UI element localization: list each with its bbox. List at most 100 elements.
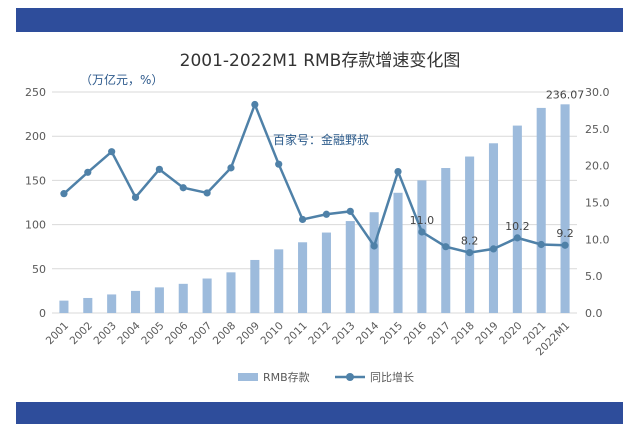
x-tick-label: 2013 <box>330 320 357 347</box>
line-point <box>561 241 569 249</box>
bar <box>441 168 451 313</box>
bar <box>298 242 308 313</box>
y-left-tick-label: 50 <box>32 263 46 276</box>
y-right-tick-label: 30.0 <box>585 86 610 99</box>
line-point <box>131 193 140 201</box>
x-tick-label: 2006 <box>163 320 191 348</box>
line-path <box>63 101 566 254</box>
watermark: 百家号：金融野叔 <box>273 132 369 147</box>
bar <box>465 156 475 313</box>
x-tick-label: 2007 <box>187 320 214 347</box>
y-right-tick-label: 15.0 <box>585 197 610 210</box>
line-point <box>489 245 498 253</box>
bar-data-label: 236.07 <box>546 88 585 101</box>
x-axis: 2001200220032004200520062007200820092010… <box>44 320 573 359</box>
y-right-tick-label: 20.0 <box>585 160 610 173</box>
legend-bar-swatch <box>238 373 258 381</box>
legend-bar-label: RMB存款 <box>263 370 310 384</box>
x-tick-label: 2014 <box>354 320 382 348</box>
x-tick-label: 2005 <box>139 320 166 347</box>
bar <box>178 283 188 313</box>
y-right-tick-label: 10.0 <box>585 233 610 246</box>
bar-series <box>59 104 570 313</box>
bar <box>512 125 522 313</box>
line-point <box>227 164 235 172</box>
x-tick-label: 2002 <box>68 320 95 347</box>
legend: RMB存款 同比增长 <box>238 370 414 384</box>
x-tick-label: 2001 <box>44 320 71 347</box>
y-left-tick-label: 100 <box>25 219 46 232</box>
legend-line-marker <box>346 373 354 381</box>
line-point <box>60 190 68 198</box>
line-data-label: 10.2 <box>505 220 530 233</box>
y-right-tick-label: 25.0 <box>585 123 610 136</box>
x-tick-label: 2009 <box>235 320 262 347</box>
line-point <box>275 160 283 168</box>
line-point <box>418 228 426 236</box>
bar <box>202 278 212 313</box>
y-left-tick-label: 200 <box>25 130 46 143</box>
x-tick-label: 2003 <box>91 320 118 347</box>
line-point <box>298 215 307 224</box>
header-band <box>16 8 623 32</box>
y-left-tick-label: 150 <box>25 174 46 187</box>
line-point <box>442 243 450 251</box>
line-point <box>513 234 521 242</box>
line-point <box>346 207 354 215</box>
bar <box>250 259 260 313</box>
y-axis-left: 0 50 100 150 200 250 <box>25 86 46 320</box>
bar <box>83 297 93 313</box>
footer-band <box>16 402 623 424</box>
chart-title: 2001-2022M1 RMB存款增速变化图 <box>180 51 461 71</box>
x-tick-label: 2015 <box>378 320 405 347</box>
bar <box>488 143 499 313</box>
x-tick-label: 2012 <box>306 320 333 347</box>
line-point <box>108 148 116 156</box>
x-tick-label: 2004 <box>115 320 143 348</box>
line-data-label: 9.2 <box>556 227 574 240</box>
x-tick-label: 2016 <box>402 320 430 348</box>
x-tick-label: 2020 <box>497 320 524 347</box>
line-point <box>466 248 474 257</box>
bar <box>536 107 546 313</box>
x-tick-label: 2010 <box>259 320 286 347</box>
line-point <box>155 165 163 173</box>
line-point <box>179 184 187 192</box>
line-point <box>203 189 211 197</box>
line-data-label: 11.0 <box>410 214 435 227</box>
line-data-label: 8.2 <box>461 235 479 248</box>
x-tick-label: 2018 <box>449 320 476 347</box>
bar <box>560 104 570 313</box>
x-tick-label: 2019 <box>473 320 500 347</box>
gridlines <box>52 91 577 314</box>
y-right-tick-label: 0.0 <box>585 307 603 320</box>
legend-line-label: 同比增长 <box>370 370 414 384</box>
unit-label: （万亿元，%） <box>80 72 163 87</box>
line-series <box>60 100 569 257</box>
bar <box>226 272 236 313</box>
bar <box>274 249 284 313</box>
line-point <box>322 210 331 218</box>
line-point <box>84 168 92 176</box>
bar <box>154 287 164 313</box>
line-point <box>370 242 378 250</box>
bar <box>345 221 355 313</box>
y-axis-right: 0.0 5.0 10.0 15.0 20.0 25.0 30.0 <box>585 86 610 320</box>
data-labels: 236.07 11.0 8.2 10.2 9.2 <box>410 88 585 247</box>
y-left-tick-label: 0 <box>39 307 46 320</box>
x-tick-label: 2011 <box>282 320 309 347</box>
y-left-tick-label: 250 <box>25 86 46 99</box>
line-point <box>537 240 545 249</box>
bar <box>417 180 427 313</box>
bar <box>130 290 141 313</box>
x-tick-label: 2017 <box>426 320 453 347</box>
bar <box>321 232 331 313</box>
bar <box>59 300 69 313</box>
bar <box>107 294 117 313</box>
line-point <box>394 167 402 176</box>
line-point <box>251 100 259 109</box>
bar <box>369 212 379 313</box>
bar <box>393 192 403 313</box>
x-tick-label: 2008 <box>211 320 238 347</box>
